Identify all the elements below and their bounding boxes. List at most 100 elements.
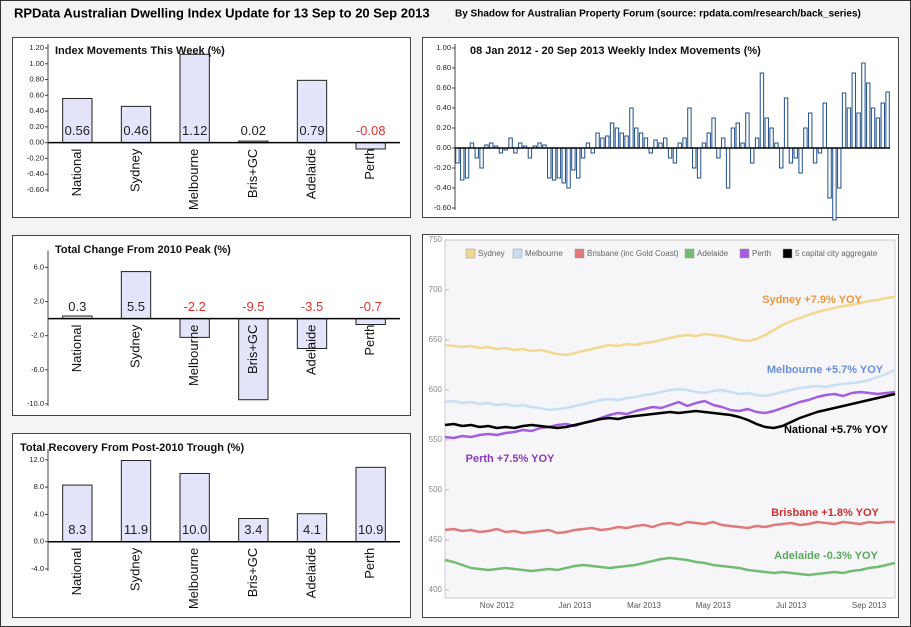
- bar: [822, 102, 827, 149]
- y-tick-label: 0.20: [29, 122, 44, 131]
- data-label: 10.9: [358, 522, 383, 537]
- bar: [745, 112, 750, 149]
- bar: [750, 147, 755, 164]
- bar: [754, 137, 760, 149]
- bar: [508, 137, 513, 149]
- bar: [783, 97, 789, 149]
- y-tick-label: 0.60: [436, 83, 451, 92]
- data-label: 0.46: [123, 123, 148, 138]
- x-tick-label: Adelaide: [303, 325, 318, 376]
- bar: [793, 147, 798, 159]
- bar: [711, 117, 716, 149]
- data-label: 0.3: [68, 299, 86, 314]
- annotation: Adelaide -0.3% YOY: [774, 550, 878, 562]
- y-tick-label: 650: [429, 335, 443, 344]
- bar: [812, 147, 818, 164]
- y-tick-label: 8.0: [34, 482, 44, 491]
- bar: [296, 79, 328, 144]
- bar: [764, 117, 769, 149]
- bar: [634, 127, 639, 149]
- data-label: 8.3: [68, 522, 86, 537]
- y-tick-label: 550: [429, 435, 443, 444]
- y-tick-label: -10.0: [27, 399, 44, 408]
- annotation: Perth +7.5% YOY: [466, 453, 555, 465]
- bar: [179, 53, 210, 144]
- legend-swatch: [512, 248, 523, 259]
- bar: [788, 147, 794, 164]
- legend-label: Melbourne: [525, 249, 563, 258]
- bar: [725, 147, 731, 189]
- legend-label: Perth: [752, 249, 771, 258]
- bar: [730, 127, 736, 149]
- bar: [861, 62, 866, 149]
- series-line: [444, 556, 896, 577]
- y-tick-label: 2.0: [34, 296, 44, 305]
- data-label: 0.56: [65, 123, 90, 138]
- x-tick-label: Jan 2013: [558, 601, 591, 610]
- y-tick-label: 4.0: [34, 509, 44, 518]
- y-tick-label: -0.60: [434, 203, 451, 212]
- bar: [851, 72, 856, 149]
- legend-swatch: [739, 248, 750, 259]
- annotation: Brisbane +1.8% YOY: [771, 507, 879, 519]
- bar: [619, 132, 624, 149]
- bar: [696, 147, 702, 179]
- x-tick-label: National: [69, 324, 84, 372]
- page-subtitle: By Shadow for Australian Property Forum …: [455, 9, 861, 20]
- y-tick-label: -0.60: [27, 185, 44, 194]
- bar: [667, 147, 673, 159]
- x-tick-label: Melbourne: [186, 149, 201, 210]
- y-tick-label: 0.20: [436, 123, 451, 132]
- x-tick-label: Bris+GC: [245, 325, 260, 374]
- x-tick-label: Melbourne: [186, 325, 201, 386]
- x-tick-label: Sydney: [127, 324, 142, 368]
- bar: [595, 132, 600, 149]
- y-tick-label: -0.40: [434, 183, 451, 192]
- bar: [672, 147, 678, 164]
- data-label: -2.2: [183, 299, 205, 314]
- bar: [527, 147, 533, 159]
- data-label: 11.9: [124, 522, 148, 537]
- y-tick-label: 1.00: [436, 43, 451, 52]
- y-tick-label: -0.40: [27, 169, 44, 178]
- chart-title: 08 Jan 2012 - 20 Sep 2013 Weekly Index M…: [470, 45, 761, 57]
- bar: [638, 132, 644, 149]
- chart-title: Index Movements This Week (%): [55, 45, 225, 57]
- legend-swatch: [782, 248, 793, 259]
- y-tick-label: 400: [429, 585, 443, 594]
- bar: [779, 147, 784, 169]
- bar: [687, 107, 692, 149]
- x-tick-label: National: [69, 548, 84, 596]
- bar: [885, 91, 890, 149]
- y-tick-label: -0.20: [27, 153, 44, 162]
- data-label: -0.7: [359, 299, 381, 314]
- panel: [422, 37, 899, 218]
- x-tick-label: Bris+GC: [245, 548, 260, 597]
- bar: [803, 127, 808, 149]
- series-line: [444, 390, 896, 440]
- bar: [808, 112, 813, 149]
- bar: [735, 122, 740, 149]
- bar: [832, 147, 837, 221]
- bar: [609, 122, 615, 149]
- y-tick-label: 600: [429, 385, 443, 394]
- y-tick-label: 0.60: [29, 90, 44, 99]
- y-tick-label: -4.0: [31, 564, 44, 573]
- bar: [706, 132, 711, 149]
- bar: [875, 117, 881, 149]
- bar: [571, 147, 576, 171]
- legend-swatch: [684, 248, 695, 259]
- bar: [837, 147, 842, 189]
- bar: [624, 135, 629, 149]
- bar: [479, 147, 484, 169]
- legend-swatch: [465, 248, 476, 259]
- bar: [643, 137, 649, 149]
- bar: [663, 137, 668, 149]
- x-tick-label: Nov 2012: [480, 601, 515, 610]
- y-tick-label: 12.0: [29, 455, 44, 464]
- bar: [880, 102, 885, 149]
- y-tick-label: 0.40: [29, 106, 44, 115]
- data-label: 3.4: [244, 522, 262, 537]
- series-line: [444, 295, 896, 357]
